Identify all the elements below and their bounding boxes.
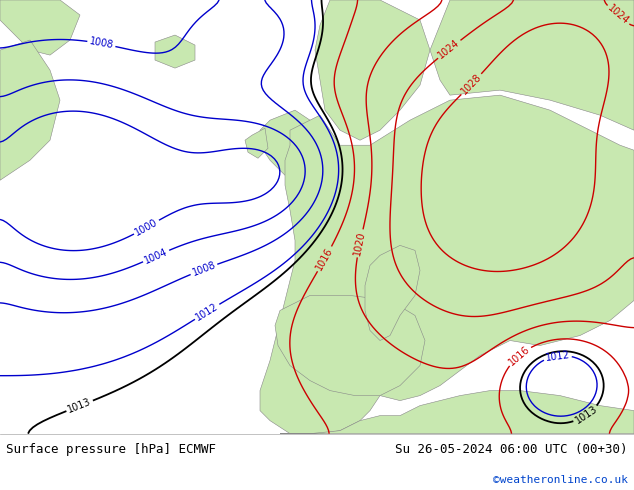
Polygon shape xyxy=(155,35,195,68)
Polygon shape xyxy=(275,295,425,395)
Polygon shape xyxy=(365,245,420,341)
Text: 1012: 1012 xyxy=(194,301,220,322)
Polygon shape xyxy=(280,391,634,434)
Text: 1008: 1008 xyxy=(88,37,114,51)
Text: 1028: 1028 xyxy=(459,72,484,97)
Text: Su 26-05-2024 06:00 UTC (00+30): Su 26-05-2024 06:00 UTC (00+30) xyxy=(395,443,628,456)
Polygon shape xyxy=(260,95,634,434)
Polygon shape xyxy=(315,0,430,140)
Text: 1016: 1016 xyxy=(314,246,335,272)
Text: 1012: 1012 xyxy=(545,349,571,363)
Text: 1013: 1013 xyxy=(67,397,93,415)
Polygon shape xyxy=(0,0,80,55)
Text: Surface pressure [hPa] ECMWF: Surface pressure [hPa] ECMWF xyxy=(6,443,216,456)
Polygon shape xyxy=(430,0,634,130)
Text: 1020: 1020 xyxy=(353,230,367,256)
Text: ©weatheronline.co.uk: ©weatheronline.co.uk xyxy=(493,475,628,485)
Text: 1008: 1008 xyxy=(191,260,217,278)
Polygon shape xyxy=(0,40,60,180)
Text: 1024: 1024 xyxy=(605,3,631,27)
Text: 1004: 1004 xyxy=(143,246,169,266)
Text: 1016: 1016 xyxy=(507,343,532,368)
Text: 1024: 1024 xyxy=(436,38,462,61)
Text: 1000: 1000 xyxy=(133,217,160,238)
Text: 1013: 1013 xyxy=(573,404,599,426)
Polygon shape xyxy=(260,110,320,175)
Polygon shape xyxy=(245,128,268,158)
